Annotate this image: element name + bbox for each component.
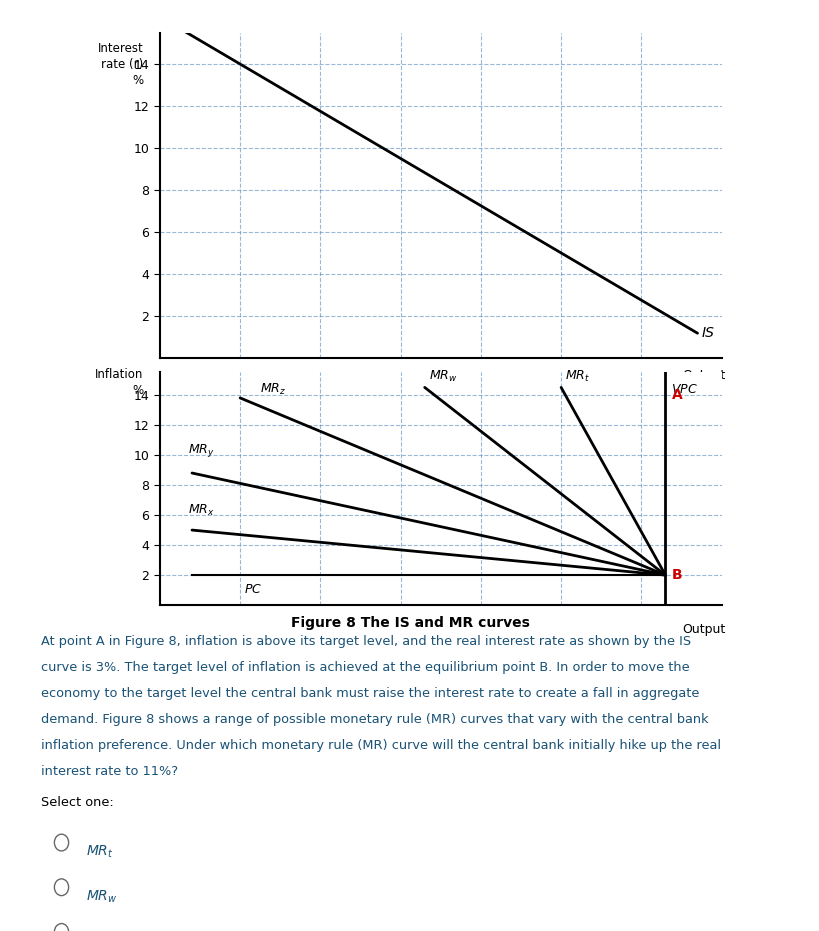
Text: At point A in Figure 8, inflation is above its target level, and the real intere: At point A in Figure 8, inflation is abo… — [41, 635, 690, 648]
Text: curve is 3%. The target level of inflation is achieved at the equilibrium point : curve is 3%. The target level of inflati… — [41, 661, 689, 674]
Text: $MR_{y}$: $MR_{y}$ — [188, 442, 215, 460]
Text: $MR_{t}$: $MR_{t}$ — [86, 843, 114, 860]
Text: Inflation
%: Inflation % — [95, 368, 143, 397]
Text: demand. Figure 8 shows a range of possible monetary rule (MR) curves that vary w: demand. Figure 8 shows a range of possib… — [41, 713, 708, 726]
Text: Select one:: Select one: — [41, 796, 114, 809]
Text: $MR_{w}$: $MR_{w}$ — [428, 370, 457, 385]
Text: Output: Output — [681, 369, 725, 382]
Text: inflation preference. Under which monetary rule (MR) curve will the central bank: inflation preference. Under which moneta… — [41, 739, 720, 752]
Text: Output: Output — [681, 623, 725, 636]
Text: Figure 8 The IS and MR curves: Figure 8 The IS and MR curves — [290, 616, 529, 630]
Text: $PC$: $PC$ — [244, 584, 262, 597]
Text: $MR_{z}$: $MR_{z}$ — [260, 382, 286, 398]
Text: $VPC$: $VPC$ — [670, 383, 697, 396]
Text: $MR_{x}$: $MR_{x}$ — [188, 503, 215, 518]
Text: $MR_{w}$: $MR_{w}$ — [86, 888, 118, 905]
Text: interest rate to 11%?: interest rate to 11%? — [41, 765, 178, 778]
Text: A: A — [671, 388, 681, 402]
Text: Interest
rate (r)
%: Interest rate (r) % — [97, 42, 143, 87]
Text: B: B — [671, 568, 681, 582]
Text: $MR_{t}$: $MR_{t}$ — [564, 370, 590, 385]
Text: IS: IS — [701, 326, 713, 340]
Text: economy to the target level the central bank must raise the interest rate to cre: economy to the target level the central … — [41, 687, 699, 700]
